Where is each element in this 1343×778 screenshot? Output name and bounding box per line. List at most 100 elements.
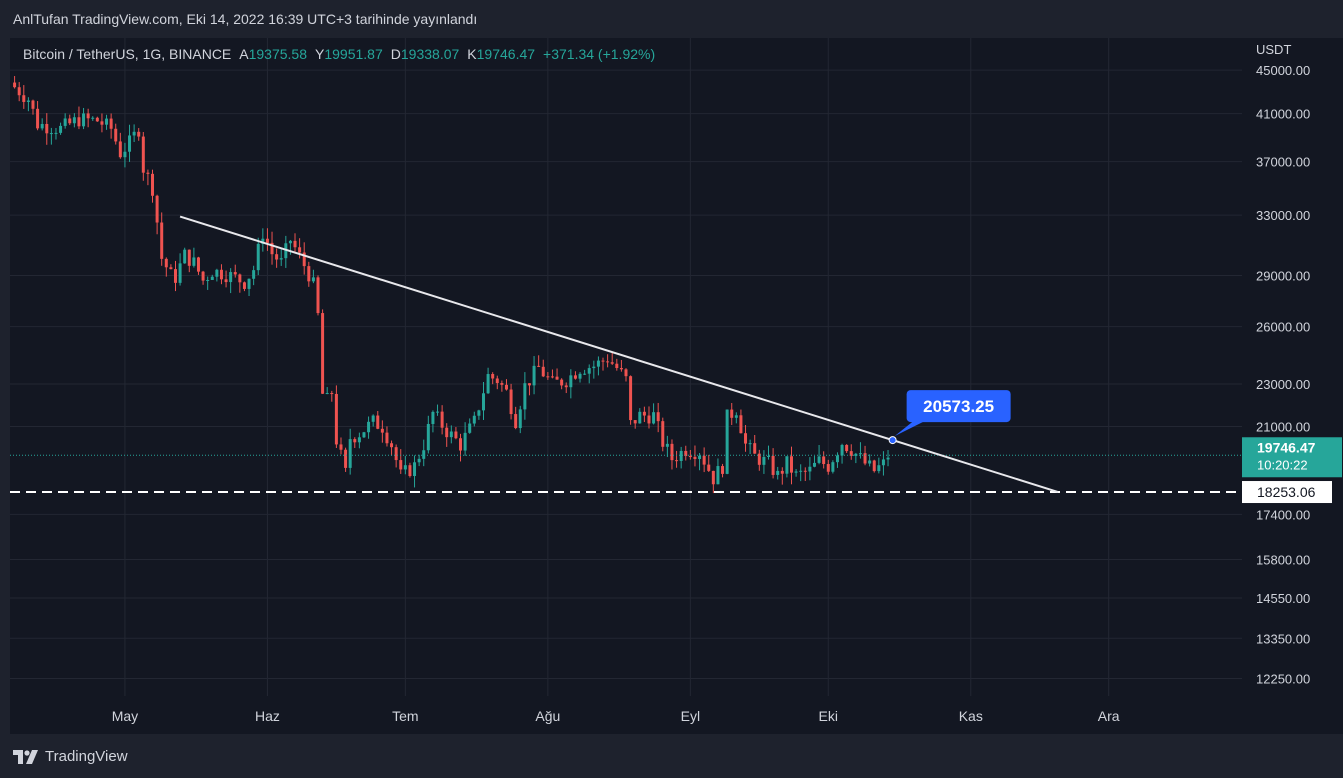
open-value: 19375.58 [248,46,308,62]
candle-body [670,443,674,461]
candle-body [173,269,177,283]
candle-body [817,456,821,463]
candle-body [734,415,738,418]
candle-body [688,456,692,458]
candle-body [403,465,407,470]
candle-body [794,471,798,473]
candle-body [95,117,99,122]
candle-body [91,117,95,119]
candle-body [40,123,44,129]
candle-body [596,360,600,367]
candle-body [619,368,623,370]
candle-body [371,415,375,422]
candle-body [785,456,789,474]
candle-body [509,389,513,415]
candle-body [881,459,885,466]
candle-body [376,415,380,429]
candle-body [771,455,775,475]
candle-body [840,444,844,456]
candle-body [146,172,150,174]
candle-body [36,108,40,129]
candle-body [238,274,242,283]
x-tick-label: Ağu [535,708,560,724]
candle-body [564,385,568,388]
low-value: 19338.07 [400,46,460,62]
candle-body [757,453,761,465]
y-tick-label: 17400.00 [1256,507,1310,522]
candle-body [325,393,329,395]
candle-body [550,376,554,378]
close-label: K [467,46,477,62]
candle-body [417,458,421,463]
candle-body [633,420,637,424]
candle-body [196,257,200,272]
candle-body [587,368,591,374]
candle-body [164,258,168,268]
candle-body [68,118,72,124]
candle-body [59,125,63,133]
candle-body [845,444,849,452]
tradingview-brand: TradingView [45,748,128,765]
y-tick-label: 29000.00 [1256,269,1310,284]
y-tick-label: 45000.00 [1256,63,1310,78]
y-tick-label: 33000.00 [1256,208,1310,223]
candle-body [716,466,720,485]
candle-body [279,258,283,260]
candle-body [394,447,398,461]
candle-body [638,411,642,424]
candle-body [486,374,490,394]
y-tick-label: 41000.00 [1256,107,1310,122]
candle-body [63,118,67,126]
candle-body [481,393,485,411]
candle-body [17,87,21,96]
x-axis[interactable]: May Haz Tem Ağu Eyl Eki Kas Ara [112,708,1120,724]
candle-body [436,411,440,413]
candle-body [128,135,132,152]
candle-body [31,100,35,109]
candle-body [380,428,384,433]
candle-body [307,266,311,282]
candle-body [362,432,366,438]
change-value: +371.34 (+1.92%) [543,46,656,62]
candle-body [316,277,320,314]
candle-body [495,378,499,384]
candle-body [518,409,522,429]
y-tick-label: 15800.00 [1256,553,1310,568]
trend-line [179,215,1059,493]
candle-body [426,423,430,451]
low-label: D [390,46,401,62]
publish-text: AnlTufan TradingView.com, Eki 14, 2022 1… [13,11,478,27]
candle-body [123,151,127,158]
y-tick-label: 14550.00 [1256,591,1310,606]
candle-body [109,118,113,129]
candle-body [311,277,315,282]
candle-body [339,444,343,450]
tradingview-logo[interactable]: TradingView [13,748,128,765]
candle-body [22,95,26,102]
y-axis[interactable]: USDT 45000.00 41000.00 37000.00 33000.00 2900… [1242,42,1342,687]
y-tick-label: 23000.00 [1256,377,1310,392]
candle-body [541,366,545,377]
candle-body [178,263,182,283]
candle-body [569,375,573,388]
symbol-name[interactable]: Bitcoin / TetherUS, 1G, BINANCE [23,46,232,62]
candle-body [504,384,508,390]
candle-body [86,113,90,119]
candle-body [477,410,481,416]
candle-body [780,470,784,474]
candle-body [215,269,219,277]
candle-body [491,374,495,379]
candle-body [803,470,807,472]
candle-body [776,470,780,475]
high-label: Y [315,46,325,62]
candle-body [610,362,614,364]
candle-body [642,411,646,416]
footer-bar [0,734,1343,778]
candle-body [858,453,862,455]
candle-body [592,366,596,369]
candle-body [247,278,251,289]
candle-body [219,269,223,280]
candle-body [560,379,564,386]
candle-body [183,249,187,264]
